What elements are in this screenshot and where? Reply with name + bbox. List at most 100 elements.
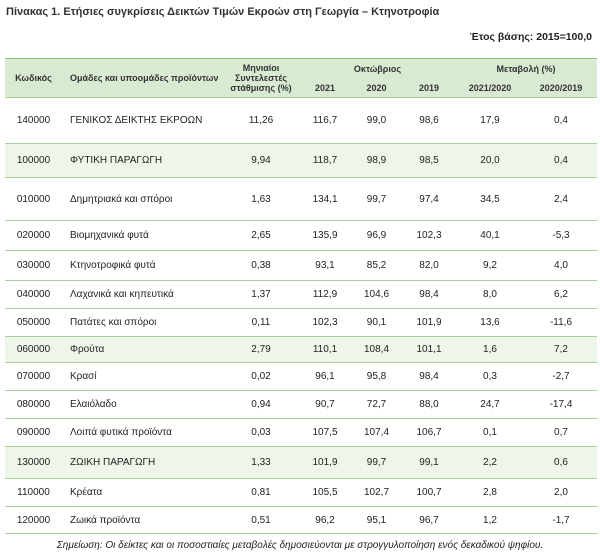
table-cell: 2,4 — [525, 177, 597, 221]
table-cell: 99,7 — [350, 177, 403, 221]
table-cell: 85,2 — [350, 250, 403, 281]
table-cell: 95,1 — [350, 506, 403, 534]
table-cell: 72,7 — [350, 390, 403, 419]
table-cell: 96,7 — [403, 506, 455, 534]
table-cell: 2,2 — [455, 446, 525, 479]
header-cell: Οκτώβριος — [300, 58, 455, 79]
table-cell: 20,0 — [455, 143, 525, 178]
base-year: Έτος βάσης: 2015=100,0 — [469, 31, 592, 43]
table-cell: 100,7 — [403, 478, 455, 507]
table-cell: 107,4 — [350, 418, 403, 447]
table-cell: 17,9 — [455, 97, 525, 144]
note: Σημείωση: Οι δείκτες και οι ποσοστιαίες … — [56, 540, 544, 551]
group-name: Φρούτα — [62, 336, 222, 363]
table-cell: -5,3 — [525, 220, 597, 251]
header-cell: 2019 — [403, 78, 455, 98]
table-row: 060000 Φρούτα 2,79 110,1 108,4 101,1 1,6 7,2 — [5, 336, 597, 363]
table-cell: 0,94 — [222, 390, 300, 419]
table-cell: 102,7 — [350, 478, 403, 507]
table-cell: 98,4 — [403, 362, 455, 391]
table-cell: 2,79 — [222, 336, 300, 363]
group-name: ΖΩΙΚΗ ΠΑΡΑΓΩΓΗ — [62, 446, 222, 479]
table-cell: 080000 — [5, 390, 62, 419]
table-cell: 1,37 — [222, 280, 300, 309]
table-row: 020000 Βιομηχανικά φυτά 2,65 135,9 96,9 102,3… — [5, 220, 597, 251]
table-cell: 0,1 — [455, 418, 525, 447]
table-cell: 060000 — [5, 336, 62, 363]
group-name: Λαχανικά και κηπευτικά — [62, 280, 222, 309]
group-name: ΦΥΤΙΚΗ ΠΑΡΑΓΩΓΗ — [62, 143, 222, 178]
table-cell: 0,6 — [525, 446, 597, 479]
table-cell: 050000 — [5, 308, 62, 337]
table-cell: 0,02 — [222, 362, 300, 391]
table-cell: 116,7 — [300, 97, 350, 144]
table-cell: 134,1 — [300, 177, 350, 221]
header-cell: 2021 — [300, 78, 350, 98]
header-cell: Μεταβολή (%) — [455, 58, 597, 79]
table-cell: 101,9 — [403, 308, 455, 337]
table-cell: 020000 — [5, 220, 62, 251]
table-row: 040000 Λαχανικά και κηπευτικά 1,37 112,9 104… — [5, 280, 597, 309]
table-cell: 2,8 — [455, 478, 525, 507]
table-cell: 6,2 — [525, 280, 597, 309]
table-row: 120000 Ζωικά προϊόντα 0,51 96,2 95,1 96,7 1,2-… — [5, 506, 597, 534]
table-cell: 0,3 — [455, 362, 525, 391]
table-cell: 120000 — [5, 506, 62, 534]
table-cell: 118,7 — [300, 143, 350, 178]
table-cell: 99,0 — [350, 97, 403, 144]
table-cell: 97,4 — [403, 177, 455, 221]
header-cell: 2021/2020 — [455, 78, 525, 98]
table-cell: 9,2 — [455, 250, 525, 281]
table-cell: 1,63 — [222, 177, 300, 221]
table-cell: 96,1 — [300, 362, 350, 391]
group-name: Κρασί — [62, 362, 222, 391]
table-cell: -11,6 — [525, 308, 597, 337]
table-cell: 90,1 — [350, 308, 403, 337]
table-cell: 98,4 — [403, 280, 455, 309]
table-row: 130000 ΖΩΙΚΗ ΠΑΡΑΓΩΓΗ 1,33 101,9 99,7 99,1 2,2… — [5, 446, 597, 479]
table-cell: -17,4 — [525, 390, 597, 419]
group-name: Ζωικά προϊόντα — [62, 506, 222, 534]
group-name: Λοιπά φυτικά προϊόντα — [62, 418, 222, 447]
table-cell: 108,4 — [350, 336, 403, 363]
table-cell: 98,6 — [403, 97, 455, 144]
table-cell: 40,1 — [455, 220, 525, 251]
table-row: 010000 Δημητριακά και σπόροι 1,63 134,1 99,7… — [5, 177, 597, 221]
table-cell: 040000 — [5, 280, 62, 309]
table-cell: 11,26 — [222, 97, 300, 144]
table-cell: 0,4 — [525, 143, 597, 178]
table-cell: 8,0 — [455, 280, 525, 309]
table-cell: 110,1 — [300, 336, 350, 363]
header-cell: Μηνιαίοι Συντελεστές στάθμισης (%) — [222, 58, 300, 98]
group-name: ΓΕΝΙΚΟΣ ΔΕΙΚΤΗΣ ΕΚΡΟΩΝ — [62, 97, 222, 144]
table-cell: 34,5 — [455, 177, 525, 221]
table-cell: 98,9 — [350, 143, 403, 178]
table-cell: 102,3 — [300, 308, 350, 337]
group-name: Κτηνοτροφικά φυτά — [62, 250, 222, 281]
table-cell: 070000 — [5, 362, 62, 391]
table-cell: 95,8 — [350, 362, 403, 391]
title: Πίνακας 1. Ετήσιες συγκρίσεις Δεικτών Τι… — [6, 6, 440, 18]
table-cell: 0,81 — [222, 478, 300, 507]
table-cell: 112,9 — [300, 280, 350, 309]
header-cell: 2020 — [350, 78, 403, 98]
table-cell: 110000 — [5, 478, 62, 507]
table-row: 080000 Ελαιόλαδο 0,94 90,7 72,7 88,0 24,7 -17,4 — [5, 390, 597, 419]
table-cell: 4,0 — [525, 250, 597, 281]
table-cell: 1,33 — [222, 446, 300, 479]
table-cell: 98,5 — [403, 143, 455, 178]
table-cell: 90,7 — [300, 390, 350, 419]
group-name: Βιομηχανικά φυτά — [62, 220, 222, 251]
group-name: Πατάτες και σπόροι — [62, 308, 222, 337]
table-cell: 88,0 — [403, 390, 455, 419]
table-cell: 13,6 — [455, 308, 525, 337]
table-cell: 0,11 — [222, 308, 300, 337]
table-cell: 93,1 — [300, 250, 350, 281]
table-cell: 24,7 — [455, 390, 525, 419]
table-cell: 107,5 — [300, 418, 350, 447]
table-row: 030000 Κτηνοτροφικά φυτά 0,38 93,1 85,2 82,0 9… — [5, 250, 597, 281]
table-cell: 99,1 — [403, 446, 455, 479]
table-row: 070000 Κρασί 0,02 96,1 95,8 98,4 0,3 -2,7 — [5, 362, 597, 391]
group-name: Ελαιόλαδο — [62, 390, 222, 419]
